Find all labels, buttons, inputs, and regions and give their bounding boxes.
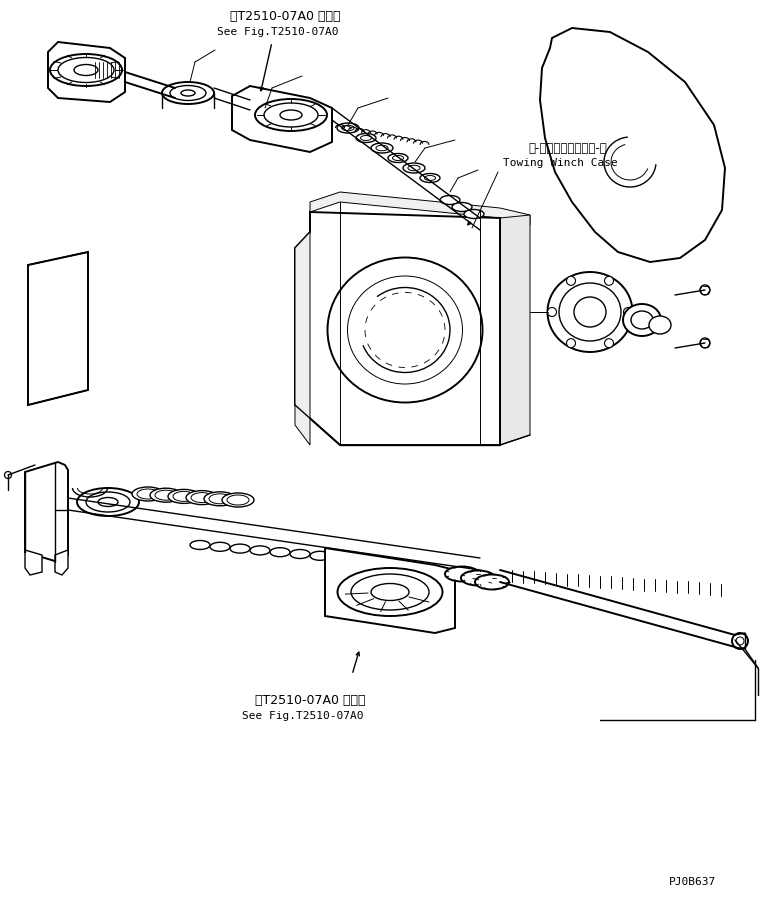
Ellipse shape [371,143,393,153]
Text: PJ0B637: PJ0B637 [669,877,715,887]
Ellipse shape [150,488,182,502]
Ellipse shape [222,493,254,507]
Text: See Fig.T2510-07A0: See Fig.T2510-07A0 [242,711,364,721]
Circle shape [548,308,557,317]
Ellipse shape [548,272,633,352]
Circle shape [624,308,633,317]
Ellipse shape [330,553,350,562]
Ellipse shape [475,575,509,590]
Polygon shape [295,212,500,445]
Ellipse shape [186,491,218,504]
Ellipse shape [403,163,425,173]
Polygon shape [55,550,68,575]
Text: 第T2510-07A0 図参照: 第T2510-07A0 図参照 [255,694,365,706]
Polygon shape [540,28,725,262]
Ellipse shape [162,82,214,104]
Ellipse shape [461,570,495,585]
Polygon shape [25,550,42,575]
Ellipse shape [270,548,290,557]
Ellipse shape [649,316,671,334]
Text: See Fig.T2510-07A0: See Fig.T2510-07A0 [218,27,339,37]
Polygon shape [232,86,332,152]
Polygon shape [25,462,68,562]
Ellipse shape [190,540,210,549]
Circle shape [567,338,575,347]
Circle shape [604,276,614,285]
Ellipse shape [290,549,310,558]
Ellipse shape [132,487,164,501]
Ellipse shape [255,99,327,131]
Ellipse shape [388,153,408,162]
Ellipse shape [356,133,376,143]
Ellipse shape [420,173,440,182]
Circle shape [700,285,710,295]
Circle shape [732,633,748,649]
Ellipse shape [204,492,236,506]
Ellipse shape [250,546,270,555]
Ellipse shape [623,304,661,336]
Ellipse shape [464,209,484,218]
Ellipse shape [445,566,479,582]
Ellipse shape [337,123,359,133]
Ellipse shape [210,542,230,551]
Polygon shape [48,42,125,102]
Text: Towing Winch Case: Towing Winch Case [502,158,617,168]
Polygon shape [28,252,88,405]
Ellipse shape [338,568,443,616]
Ellipse shape [77,488,139,516]
Ellipse shape [452,203,472,211]
Polygon shape [310,192,530,225]
Circle shape [604,338,614,347]
Polygon shape [325,548,455,633]
Polygon shape [295,232,310,445]
Ellipse shape [310,551,330,560]
Ellipse shape [50,54,122,86]
Text: 第T2510-07A0 図参照: 第T2510-07A0 図参照 [230,11,340,23]
Polygon shape [500,215,530,445]
Ellipse shape [440,196,460,205]
Circle shape [5,472,11,478]
Circle shape [567,276,575,285]
Ellipse shape [230,544,250,553]
Text: ト-インダウィンチケ-ス: ト-インダウィンチケ-ス [529,142,607,154]
Ellipse shape [168,490,200,503]
Circle shape [700,338,710,348]
